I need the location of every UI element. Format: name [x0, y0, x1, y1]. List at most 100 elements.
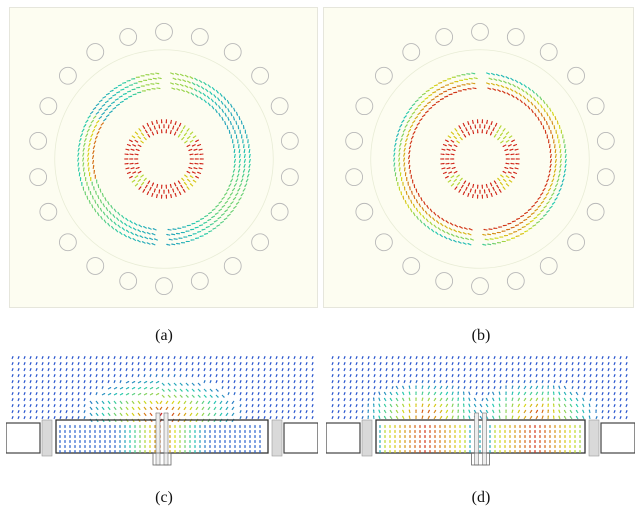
outer-ring-arrow: [403, 162, 406, 167]
chamber-arrow: [179, 450, 181, 453]
outer-ring-arrow: [149, 237, 154, 241]
flow-arrow: [445, 356, 448, 360]
outer-ring-arrow: [224, 104, 227, 109]
flow-arrow: [583, 386, 586, 390]
flow-arrow: [481, 386, 484, 390]
outer-ring-arrow: [549, 107, 552, 112]
flow-arrow: [498, 415, 501, 420]
flow-arrow: [517, 368, 520, 372]
right-block: [283, 422, 318, 454]
flow-arrow: [293, 356, 296, 360]
outer-ring-arrow: [77, 167, 80, 172]
outer-guide-circle: [370, 49, 590, 269]
flow-arrow: [311, 374, 314, 378]
flow-arrow: [547, 356, 550, 360]
flow-arrow: [355, 380, 358, 384]
inner-ring-arrow: [511, 175, 516, 179]
outer-ring-arrow: [533, 216, 538, 220]
mounting-hole: [59, 66, 77, 85]
flow-arrow: [239, 404, 242, 408]
flow-arrow: [498, 397, 501, 402]
outer-ring-arrow: [496, 231, 501, 234]
flow-arrow: [23, 392, 26, 396]
flow-arrow: [475, 356, 478, 360]
chamber-arrow: [429, 430, 431, 433]
outer-ring-arrow: [398, 152, 401, 157]
outer-ring-arrow: [398, 147, 401, 152]
chamber-arrow: [124, 450, 126, 453]
outer-ring-arrow: [198, 79, 203, 84]
flow-arrow: [305, 410, 308, 414]
flow-arrow: [547, 380, 550, 384]
flow-arrow: [83, 380, 86, 384]
chamber-arrow: [79, 445, 81, 448]
outer-ring-arrow: [534, 112, 537, 117]
outer-ring-arrow: [555, 129, 558, 134]
chamber-arrow: [254, 435, 256, 438]
flow-arrow: [231, 412, 235, 417]
chamber-arrow: [494, 425, 496, 428]
flow-arrow: [311, 380, 314, 384]
outer-ring-arrow: [459, 79, 464, 82]
flow-arrow: [263, 386, 266, 390]
flow-arrow: [385, 374, 388, 378]
flow-arrow: [475, 380, 478, 384]
flow-arrow: [107, 400, 111, 405]
flow-arrow: [451, 403, 454, 408]
flow-arrow: [131, 362, 134, 366]
flow-arrow: [311, 356, 314, 360]
outer-ring-arrow: [451, 76, 456, 79]
flow-arrow: [462, 397, 465, 402]
flow-arrow: [625, 386, 628, 390]
flow-arrow: [619, 386, 622, 390]
flow-arrow: [281, 404, 284, 408]
inner-ring-arrow: [467, 121, 470, 126]
flow-arrow: [215, 362, 218, 366]
inner-ring-arrow: [476, 184, 479, 189]
flow-arrow: [137, 368, 140, 372]
flow-arrow: [625, 404, 628, 408]
flow-arrow: [607, 386, 610, 390]
outer-ring-arrow: [511, 237, 516, 240]
outer-ring-arrow: [398, 167, 401, 172]
outer-ring-arrow: [207, 218, 212, 222]
chamber-arrow: [554, 430, 556, 433]
outer-ring-arrow: [174, 72, 180, 76]
flow-arrow: [389, 397, 393, 402]
flow-arrow: [383, 415, 387, 420]
outer-ring-arrow: [230, 209, 234, 213]
inner-ring-arrow: [450, 183, 455, 187]
inner-ring-arrow: [191, 144, 196, 147]
chamber-arrow: [544, 440, 546, 443]
flow-arrow: [299, 416, 302, 420]
flow-arrow: [213, 412, 217, 417]
outer-ring-arrow: [248, 163, 251, 168]
outer-ring-arrow: [118, 95, 123, 98]
flow-arrow: [385, 368, 388, 372]
inner-ring-arrow: [486, 119, 488, 124]
flow-arrow: [625, 380, 628, 384]
inner-ring-arrow: [454, 186, 458, 190]
outer-ring-arrow: [122, 92, 127, 95]
outer-ring-arrow: [146, 88, 151, 91]
chamber-arrow: [564, 430, 566, 433]
outer-ring-arrow: [175, 232, 181, 235]
flow-arrow: [131, 356, 134, 360]
outer-ring-arrow: [233, 107, 236, 112]
flow-arrow: [171, 400, 175, 405]
flow-arrow: [367, 374, 370, 378]
mounting-hole: [345, 168, 364, 186]
flow-arrow: [201, 412, 205, 417]
outer-ring-arrow: [83, 138, 87, 142]
inner-ring-arrow: [126, 171, 131, 175]
outer-ring-arrow: [487, 233, 492, 236]
flow-arrow: [59, 356, 62, 360]
chamber-arrow: [574, 450, 576, 453]
flow-arrow: [487, 380, 490, 384]
flow-arrow: [469, 362, 472, 366]
flow-arrow: [225, 412, 229, 417]
outer-ring-arrow: [91, 204, 94, 209]
flow-arrow: [281, 386, 284, 390]
inner-ring-arrow: [180, 184, 184, 189]
flow-arrow: [191, 382, 195, 386]
